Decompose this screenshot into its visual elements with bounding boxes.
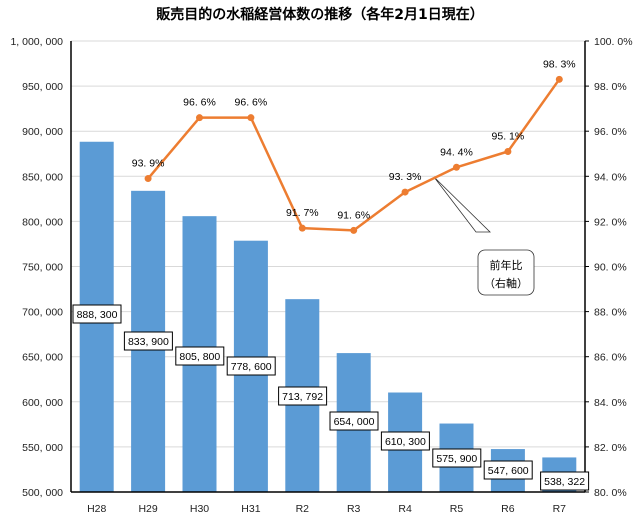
left-tick-label: 950, 000 bbox=[22, 81, 63, 93]
category-label: H30 bbox=[190, 503, 209, 515]
left-tick-label: 500, 000 bbox=[22, 487, 63, 499]
right-tick-label: 98. 0% bbox=[594, 81, 627, 93]
line-point-R4 bbox=[401, 188, 409, 196]
bar-data-label: 575, 900 bbox=[436, 453, 477, 465]
line-data-labels: 93. 9% 96. 6% 96. 6% 91. 7% 91. 6% 93. 3% 94. … bbox=[132, 58, 576, 221]
left-tick-label: 800, 000 bbox=[22, 216, 63, 228]
bar-data-label-box bbox=[278, 386, 328, 406]
bar-data-label-box bbox=[432, 448, 482, 468]
line-data-label: 95. 1% bbox=[492, 130, 525, 142]
line-point-R7 bbox=[555, 75, 563, 83]
callout-line2: （右軸） bbox=[484, 276, 528, 290]
left-tick-label: 650, 000 bbox=[22, 352, 63, 364]
bar-data-label-box bbox=[329, 411, 379, 431]
callout-pointer bbox=[433, 176, 491, 233]
line-data-label: 96. 6% bbox=[235, 97, 268, 109]
line-point-R3 bbox=[350, 226, 358, 234]
bar-data-label-box bbox=[380, 431, 430, 451]
bar-data-label-box bbox=[72, 304, 122, 324]
bar-data-label: 654, 000 bbox=[334, 416, 375, 428]
line-data-label: 91. 6% bbox=[337, 209, 370, 221]
right-tick-label: 88. 0% bbox=[594, 307, 627, 319]
category-label: R6 bbox=[501, 503, 515, 515]
bar-data-label: 547, 600 bbox=[488, 465, 529, 477]
category-label: R4 bbox=[398, 503, 412, 515]
right-tick-label: 80. 0% bbox=[594, 487, 627, 499]
bar-data-label-box bbox=[175, 346, 225, 366]
line-point-H30 bbox=[196, 114, 203, 122]
category-label: R2 bbox=[296, 503, 310, 515]
category-label: H31 bbox=[241, 503, 260, 515]
line-data-label: 98. 3% bbox=[543, 58, 576, 70]
category-label: H28 bbox=[87, 503, 106, 515]
bar-data-label: 805, 800 bbox=[179, 351, 220, 363]
bar-data-label-box bbox=[483, 460, 533, 480]
right-tick-label: 92. 0% bbox=[594, 216, 627, 228]
right-tick-label: 100. 0% bbox=[594, 36, 633, 48]
bar-data-label-box bbox=[226, 356, 276, 376]
left-tick-label: 900, 000 bbox=[22, 126, 63, 138]
category-label: H29 bbox=[138, 503, 157, 515]
line-data-label: 93. 3% bbox=[389, 171, 422, 183]
bar-data-labels: 888, 300 833, 900 805, 800 778, 600 713, 792… bbox=[72, 304, 590, 491]
callout-line1: 前年比 bbox=[490, 258, 523, 272]
bar-data-label: 778, 600 bbox=[231, 361, 272, 373]
chart-title: 販売目的の水稲経営体数の推移（各年2月1日現在） bbox=[156, 6, 483, 23]
category-label: R7 bbox=[553, 503, 567, 515]
bar-data-label: 888, 300 bbox=[77, 309, 118, 321]
line-data-label: 93. 9% bbox=[132, 158, 165, 170]
line-series bbox=[144, 75, 563, 234]
left-tick-label: 550, 000 bbox=[22, 442, 63, 454]
left-tick-label: 700, 000 bbox=[22, 307, 63, 319]
bar-data-label: 833, 900 bbox=[128, 336, 169, 348]
bar-data-label-box bbox=[540, 471, 590, 491]
bar-data-label: 538, 322 bbox=[544, 476, 585, 488]
right-tick-label: 84. 0% bbox=[594, 397, 627, 409]
left-tick-label: 1, 000, 000 bbox=[10, 36, 63, 48]
right-tick-label: 82. 0% bbox=[594, 442, 627, 454]
right-tick-label: 96. 0% bbox=[594, 126, 627, 138]
line-data-label: 96. 6% bbox=[183, 97, 216, 109]
bar-data-label: 610, 300 bbox=[385, 436, 426, 448]
category-label: R5 bbox=[450, 503, 464, 515]
right-axis-ticks: 80. 0% 82. 0% 84. 0% 86. 0% 88. 0% 90. 0% 92. … bbox=[585, 36, 633, 499]
line-data-label: 94. 4% bbox=[440, 146, 473, 158]
right-tick-label: 94. 0% bbox=[594, 171, 627, 183]
left-tick-label: 750, 000 bbox=[22, 262, 63, 274]
left-tick-label: 850, 000 bbox=[22, 171, 63, 183]
line-point-H29 bbox=[144, 175, 152, 183]
category-axis-labels: H28 H29 H30 H31 R2 R3 R4 R5 R6 R7 bbox=[87, 503, 566, 515]
right-tick-label: 90. 0% bbox=[594, 262, 627, 274]
line-point-R2 bbox=[298, 224, 306, 232]
left-tick-label: 600, 000 bbox=[22, 397, 63, 409]
bar-data-label-box bbox=[123, 331, 173, 351]
bar-series bbox=[79, 141, 577, 492]
category-label: R3 bbox=[347, 503, 361, 515]
line-point-R6 bbox=[504, 147, 512, 155]
bar-data-label: 713, 792 bbox=[282, 391, 323, 403]
line-series-callout: 前年比 （右軸） bbox=[433, 176, 535, 296]
right-tick-label: 86. 0% bbox=[594, 352, 627, 364]
callout-box bbox=[477, 249, 535, 296]
line-data-label: 91. 7% bbox=[286, 207, 319, 219]
left-axis-ticks: 500, 000 550, 000 600, 000 650, 000 700, 000… bbox=[10, 36, 63, 499]
line-point-R5 bbox=[453, 163, 460, 171]
line-point-H31 bbox=[247, 114, 255, 122]
